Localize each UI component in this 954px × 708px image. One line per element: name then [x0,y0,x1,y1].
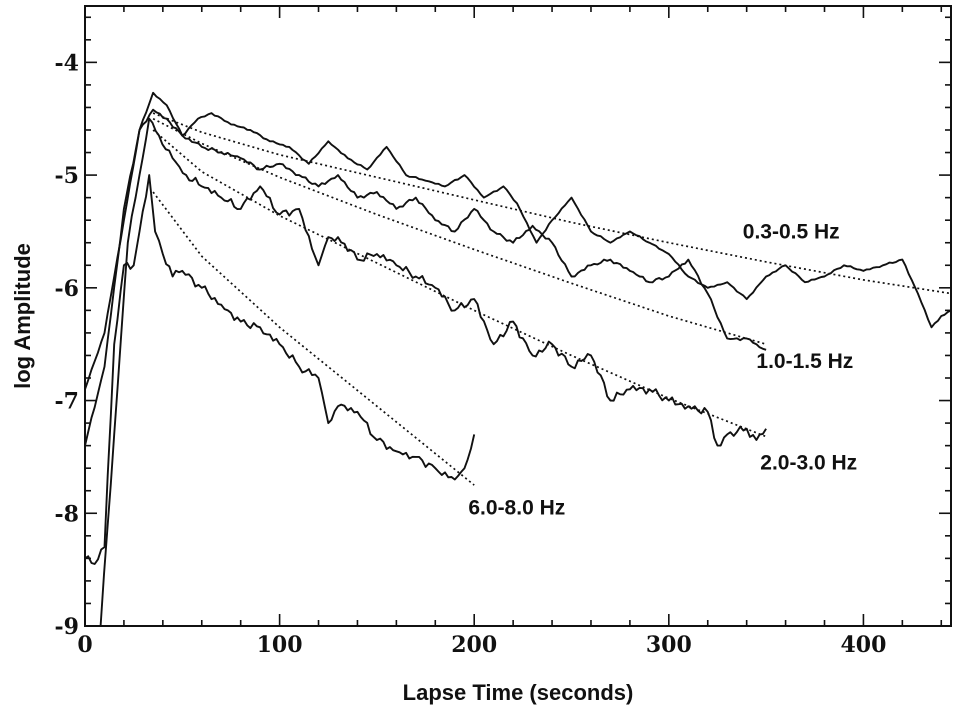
trace-0-3-0-5-hz [84,91,952,390]
y-tick-labels: -4 -5 -6 -7 -8 -9 [55,50,79,640]
y-tick-label: -8 [55,501,79,527]
y-tick-label: -5 [55,163,79,189]
y-tick-label: -4 [55,50,79,76]
x-tick-label: 0 [77,632,92,658]
x-tick-label: 200 [451,632,497,658]
x-tick-label: 400 [840,632,886,658]
label-1-0-1-5-hz: 1.0-1.5 Hz [756,350,853,373]
y-axis-title: log Amplitude [10,243,35,389]
amplitude-traces [84,91,952,627]
label-0-3-0-5-hz: 0.3-0.5 Hz [743,220,840,243]
x-tick-label: 300 [646,632,692,658]
x-tick-label: 100 [257,632,303,658]
y-tick-label: -6 [55,276,79,302]
series-labels: 0.3-0.5 Hz 1.0-1.5 Hz 2.0-3.0 Hz 6.0-8.0 Hz [468,220,857,519]
x-axis-title: Lapse Time (seconds) [403,680,634,705]
label-6-0-8-0-hz: 6.0-8.0 Hz [468,497,565,520]
axis-ticks [84,6,951,627]
fit-line-3 [152,129,767,438]
plot-frame [84,5,952,627]
y-tick-label: -9 [55,614,79,640]
fit-line-4 [152,191,475,486]
trace-1-0-1-5-hz [84,108,767,446]
x-tick-labels: 0 100 200 300 400 [77,632,886,658]
label-2-0-3-0-hz: 2.0-3.0 Hz [760,452,857,475]
trace-2-0-3-0-hz [99,117,767,627]
fit-line-1 [152,112,952,295]
trace-6-0-8-0-hz [84,174,476,565]
fit-lines [152,112,952,486]
fit-line-2 [152,117,767,346]
y-tick-label: -7 [55,389,79,415]
